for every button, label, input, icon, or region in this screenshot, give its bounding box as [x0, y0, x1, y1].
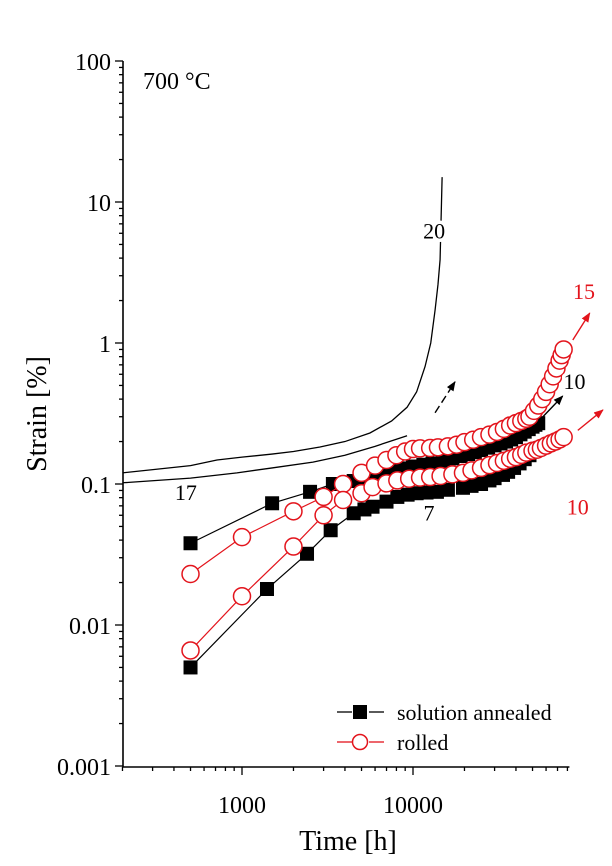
data-point-circle	[284, 502, 303, 521]
data-point-square	[425, 456, 440, 471]
legend-item-solution-annealed: solution annealed	[337, 700, 552, 725]
curve-annotation-label: 15	[573, 279, 595, 304]
curve-annotation-label: 10	[567, 494, 589, 519]
trend-arrow	[572, 312, 591, 341]
data-point-circle	[554, 427, 573, 447]
data-point-circle	[333, 490, 353, 510]
data-point-circle	[314, 487, 333, 507]
data-point-square	[365, 499, 380, 514]
curve-annotation-label: 17	[175, 480, 197, 505]
data-point-square	[323, 523, 338, 538]
y-tick-label: 100	[75, 50, 111, 76]
legend-square-marker	[353, 705, 367, 719]
legend: solution annealed rolled	[337, 700, 552, 755]
curve-annotation-label: 7	[423, 501, 434, 526]
x-tick-label: 1000	[218, 793, 266, 819]
data-point-circle	[284, 537, 303, 556]
data-point-square	[379, 494, 394, 509]
y-tick-label: 0.01	[69, 614, 111, 640]
data-point-square	[346, 506, 361, 521]
x-axis-title: Time [h]	[299, 826, 397, 857]
y-axis-title: Strain [%]	[22, 356, 53, 472]
data-point-circle	[232, 586, 252, 606]
data-point-square	[429, 484, 444, 499]
data-point-circle	[314, 506, 333, 525]
axes: 100 10 1 0.1 0.01 0.001 1000 10000	[57, 50, 570, 819]
data-point-circle	[554, 340, 573, 359]
inset-temperature-label: 700 °C	[143, 69, 211, 95]
y-tick-label: 10	[87, 191, 111, 217]
trend-arrow	[577, 409, 604, 431]
curve-annotation-label: 10	[564, 369, 586, 394]
data-point-circle	[333, 474, 353, 494]
y-tick-label: 0.001	[57, 755, 111, 781]
legend-item-rolled: rolled	[337, 730, 448, 755]
data-point-square	[440, 482, 455, 497]
marker-layer	[181, 340, 573, 675]
y-tick-label: 0.1	[81, 473, 111, 499]
curve-layer	[122, 177, 443, 484]
data-point-circle	[181, 641, 200, 660]
data-point-square	[265, 496, 280, 511]
data-point-square	[300, 546, 315, 561]
creep-curve-20	[122, 177, 443, 474]
data-point-circle	[181, 564, 200, 584]
data-point-square	[303, 484, 318, 499]
trend-arrow	[434, 381, 456, 414]
data-point-square	[183, 536, 198, 551]
y-tick-label: 1	[99, 332, 111, 358]
data-point-square	[259, 582, 274, 597]
annotation-layer: 20 17 7 10 15 10	[171, 215, 604, 529]
data-point-square	[183, 660, 198, 675]
creep-curve-17	[122, 435, 408, 484]
legend-label: rolled	[397, 730, 448, 755]
curve-annotation-label: 20	[423, 219, 445, 244]
legend-circle-marker	[351, 733, 369, 751]
legend-label: solution annealed	[397, 700, 552, 725]
trend-arrow	[542, 395, 564, 418]
x-tick-label: 10000	[383, 793, 443, 819]
data-point-circle	[232, 527, 252, 547]
